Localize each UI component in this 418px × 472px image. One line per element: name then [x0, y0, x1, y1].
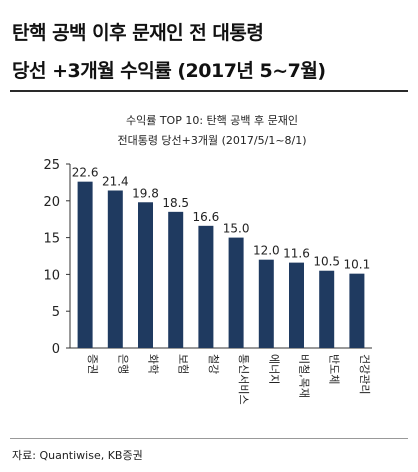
bar	[228, 237, 244, 348]
footer-divider	[10, 438, 408, 439]
bar	[289, 262, 304, 348]
y-tick-label: 10	[43, 268, 60, 283]
bar-value-label: 16.6	[193, 210, 220, 224]
bar	[319, 270, 335, 348]
x-tick-label: 보험	[177, 354, 190, 374]
x-tick-label: 화학	[147, 354, 160, 374]
page-title-line-2: 당선 +3개월 수익률 (2017년 5~7월)	[12, 60, 326, 82]
bar-value-label: 21.4	[102, 174, 129, 188]
bar	[258, 259, 274, 348]
bar-value-label: 22.6	[72, 166, 99, 180]
y-tick-label: 0	[52, 342, 60, 357]
bar-value-label: 12.0	[253, 244, 280, 258]
x-tick-label: 비철,목재	[298, 354, 311, 398]
chart-title: 수익률 TOP 10: 탄핵 공백 후 문재인	[126, 114, 298, 127]
bar	[349, 273, 365, 348]
title-divider	[10, 90, 408, 92]
chart-subtitle: 전대통령 당선+3개월 (2017/5/1~8/1)	[117, 134, 306, 147]
x-tick-label: 에너지	[267, 354, 280, 384]
bar	[168, 211, 184, 348]
bar	[77, 181, 93, 348]
bar	[198, 225, 214, 348]
bar-value-label: 10.1	[344, 258, 371, 272]
bar-value-label: 11.6	[283, 247, 310, 261]
bar-value-label: 15.0	[223, 222, 250, 236]
x-tick-label: 철강	[207, 354, 220, 374]
x-tick-label: 증권	[86, 354, 99, 374]
bar	[138, 202, 153, 348]
x-tick-label: 은행	[116, 354, 129, 374]
bar-value-label: 19.8	[132, 186, 159, 200]
y-tick-label: 5	[52, 305, 60, 320]
x-tick-label: 통신서비스	[237, 354, 250, 405]
bar-value-label: 10.5	[313, 255, 340, 269]
y-tick-label: 20	[43, 195, 60, 210]
page-title-line-1: 탄핵 공백 이후 문재인 전 대통령	[12, 22, 264, 44]
bar-value-label: 18.5	[162, 196, 189, 210]
y-tick-label: 25	[43, 158, 60, 173]
x-tick-label: 건강관리	[358, 354, 371, 394]
bar	[107, 190, 123, 348]
source-note: 자료: Quantiwise, KB증권	[12, 449, 143, 462]
y-tick-label: 15	[43, 232, 60, 247]
x-tick-label: 반도체	[328, 354, 341, 384]
